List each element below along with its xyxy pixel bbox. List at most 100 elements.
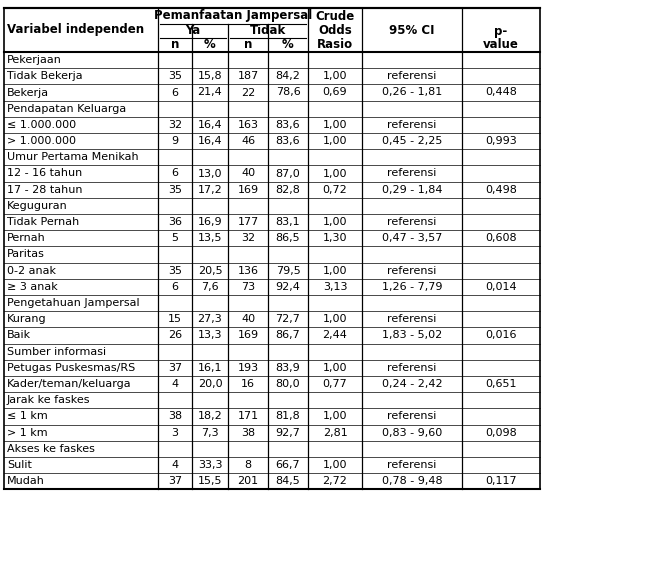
Text: 1,00: 1,00 [323,314,347,324]
Text: 37: 37 [168,363,182,373]
Text: 46: 46 [241,136,255,146]
Text: 16,1: 16,1 [198,363,222,373]
Text: 0,26 - 1,81: 0,26 - 1,81 [382,87,442,97]
Text: 1,00: 1,00 [323,136,347,146]
Text: 38: 38 [168,411,182,421]
Text: 1,00: 1,00 [323,71,347,82]
Text: 1,00: 1,00 [323,460,347,470]
Text: 38: 38 [241,428,255,438]
Text: 4: 4 [171,460,178,470]
Text: referensi: referensi [387,120,437,130]
Text: Pernah: Pernah [7,233,46,243]
Text: 0,69: 0,69 [323,87,348,97]
Text: 20,0: 20,0 [198,379,222,389]
Text: 35: 35 [168,71,182,82]
Text: 82,8: 82,8 [275,185,301,195]
Text: 83,6: 83,6 [275,120,300,130]
Text: 0,72: 0,72 [323,185,348,195]
Text: ≤ 1 km: ≤ 1 km [7,411,48,421]
Text: 201: 201 [238,476,258,486]
Text: referensi: referensi [387,168,437,178]
Text: Tidak: Tidak [250,25,286,38]
Text: 0,651: 0,651 [485,379,517,389]
Text: referensi: referensi [387,363,437,373]
Text: p-: p- [494,25,508,39]
Text: 0,498: 0,498 [485,185,517,195]
Text: 12 - 16 tahun: 12 - 16 tahun [7,168,82,178]
Text: Odds: Odds [318,25,352,38]
Text: 1,00: 1,00 [323,120,347,130]
Text: 37: 37 [168,476,182,486]
Text: 18,2: 18,2 [198,411,223,421]
Text: Pendapatan Keluarga: Pendapatan Keluarga [7,104,126,114]
Text: 26: 26 [168,330,182,340]
Text: 0-2 anak: 0-2 anak [7,266,56,276]
Text: 169: 169 [238,185,258,195]
Text: Rasio: Rasio [317,39,353,52]
Text: 86,5: 86,5 [275,233,300,243]
Text: 16,4: 16,4 [198,136,222,146]
Text: 40: 40 [241,168,255,178]
Text: Baik: Baik [7,330,31,340]
Text: referensi: referensi [387,411,437,421]
Text: 9: 9 [171,136,178,146]
Text: 0,24 - 2,42: 0,24 - 2,42 [381,379,442,389]
Text: Kurang: Kurang [7,314,47,324]
Text: 163: 163 [238,120,258,130]
Text: 0,098: 0,098 [485,428,517,438]
Text: 6: 6 [171,282,178,292]
Text: 33,3: 33,3 [198,460,222,470]
Text: 0,016: 0,016 [485,330,517,340]
Text: Mudah: Mudah [7,476,45,486]
Text: 1,30: 1,30 [323,233,347,243]
Text: 72,7: 72,7 [275,314,301,324]
Text: 1,00: 1,00 [323,363,347,373]
Text: 15: 15 [168,314,182,324]
Text: 0,45 - 2,25: 0,45 - 2,25 [382,136,442,146]
Text: ≥ 3 anak: ≥ 3 anak [7,282,58,292]
Text: 0,83 - 9,60: 0,83 - 9,60 [382,428,442,438]
Text: 7,6: 7,6 [201,282,219,292]
Text: Pengetahuan Jampersal: Pengetahuan Jampersal [7,298,139,308]
Text: 83,1: 83,1 [275,217,300,227]
Text: 8: 8 [244,460,251,470]
Text: 0,47 - 3,57: 0,47 - 3,57 [382,233,442,243]
Text: 81,8: 81,8 [275,411,300,421]
Text: Crude: Crude [315,9,355,22]
Text: referensi: referensi [387,71,437,82]
Text: 0,608: 0,608 [485,233,517,243]
Text: 73: 73 [241,282,255,292]
Text: > 1 km: > 1 km [7,428,48,438]
Text: 78,6: 78,6 [275,87,300,97]
Text: n: n [244,39,252,52]
Text: 83,9: 83,9 [275,363,300,373]
Text: 20,5: 20,5 [198,266,222,276]
Text: Pemanfaatan Jampersal: Pemanfaatan Jampersal [154,9,312,22]
Text: 1,00: 1,00 [323,266,347,276]
Text: 6: 6 [171,87,178,97]
Text: referensi: referensi [387,460,437,470]
Text: 13,3: 13,3 [198,330,222,340]
Text: 13,0: 13,0 [198,168,222,178]
Text: 136: 136 [238,266,258,276]
Text: 84,2: 84,2 [275,71,301,82]
Text: 5: 5 [171,233,178,243]
Text: 87,0: 87,0 [275,168,300,178]
Text: 15,5: 15,5 [198,476,222,486]
Text: 1,83 - 5,02: 1,83 - 5,02 [382,330,442,340]
Text: %: % [282,39,294,52]
Text: 6: 6 [171,168,178,178]
Text: 84,5: 84,5 [275,476,300,486]
Text: 79,5: 79,5 [275,266,300,276]
Text: 66,7: 66,7 [275,460,300,470]
Text: 15,8: 15,8 [198,71,222,82]
Text: 92,4: 92,4 [275,282,301,292]
Text: 4: 4 [171,379,178,389]
Text: Umur Pertama Menikah: Umur Pertama Menikah [7,152,139,162]
Text: 3,13: 3,13 [323,282,347,292]
Text: referensi: referensi [387,217,437,227]
Text: 1,26 - 7,79: 1,26 - 7,79 [381,282,442,292]
Text: 1,00: 1,00 [323,217,347,227]
Text: Jarak ke faskes: Jarak ke faskes [7,395,90,405]
Text: 0,29 - 1,84: 0,29 - 1,84 [381,185,442,195]
